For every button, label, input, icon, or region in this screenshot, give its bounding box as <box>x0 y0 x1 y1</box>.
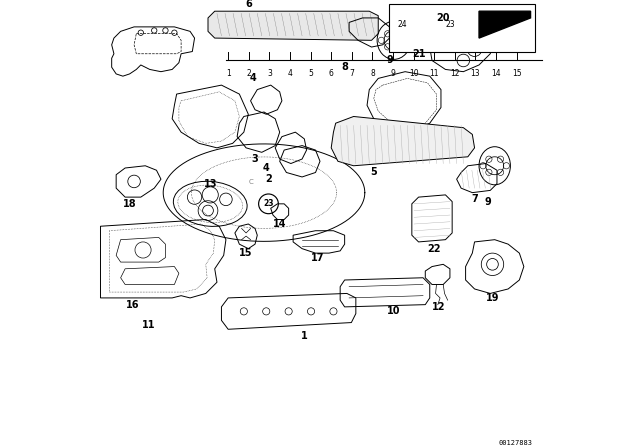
Text: 1: 1 <box>301 331 308 341</box>
Text: 5: 5 <box>371 168 377 177</box>
Text: 9: 9 <box>484 197 492 207</box>
Text: 10: 10 <box>409 69 419 78</box>
Text: 3: 3 <box>267 69 272 78</box>
Text: 15: 15 <box>239 248 253 258</box>
Text: 00127883: 00127883 <box>499 440 532 446</box>
Polygon shape <box>479 11 531 38</box>
Text: 11: 11 <box>429 69 439 78</box>
Text: 15: 15 <box>512 69 522 78</box>
Text: 10: 10 <box>387 306 401 316</box>
Text: 6: 6 <box>329 69 333 78</box>
Text: 1: 1 <box>226 69 230 78</box>
Bar <box>389 4 535 52</box>
Text: 17: 17 <box>311 253 324 263</box>
Text: C: C <box>248 179 253 185</box>
Polygon shape <box>332 116 474 166</box>
Text: 8: 8 <box>341 62 348 72</box>
Text: 16: 16 <box>127 300 140 310</box>
Text: 4: 4 <box>250 73 256 83</box>
Text: 2: 2 <box>265 174 272 184</box>
Text: 23: 23 <box>263 199 274 208</box>
Text: 4: 4 <box>287 69 292 78</box>
Text: 20: 20 <box>436 13 450 23</box>
Text: 4: 4 <box>263 163 269 173</box>
Text: 21: 21 <box>412 49 426 59</box>
Text: 9: 9 <box>386 56 393 65</box>
Text: 12: 12 <box>450 69 460 78</box>
Text: 3: 3 <box>252 154 259 164</box>
Polygon shape <box>208 11 378 40</box>
Text: 9: 9 <box>390 69 396 78</box>
Text: 7: 7 <box>349 69 355 78</box>
Text: 5: 5 <box>308 69 313 78</box>
Text: 13: 13 <box>204 179 217 189</box>
Text: 14: 14 <box>492 69 501 78</box>
Text: 19: 19 <box>486 293 499 303</box>
Text: 8: 8 <box>370 69 375 78</box>
Text: 6: 6 <box>245 0 252 9</box>
Text: 14: 14 <box>273 219 287 229</box>
Text: 22: 22 <box>428 244 441 254</box>
Text: 11: 11 <box>142 320 156 330</box>
Text: 12: 12 <box>432 302 445 312</box>
Text: 2: 2 <box>246 69 251 78</box>
Text: 7: 7 <box>471 194 478 204</box>
Text: 23: 23 <box>445 20 455 29</box>
Text: 13: 13 <box>470 69 480 78</box>
Text: 18: 18 <box>123 199 136 209</box>
Text: 24: 24 <box>397 20 407 29</box>
